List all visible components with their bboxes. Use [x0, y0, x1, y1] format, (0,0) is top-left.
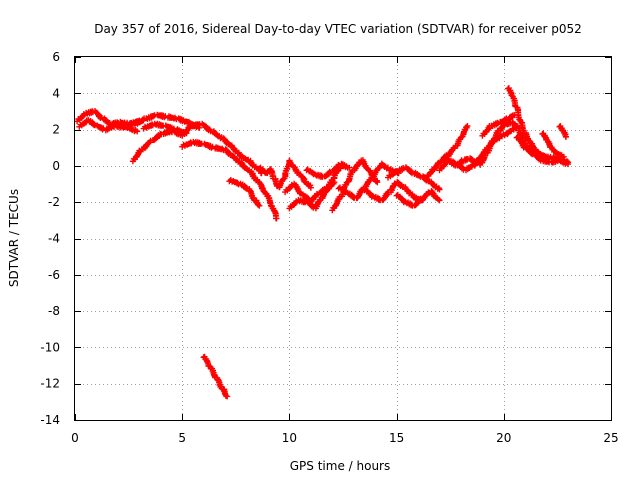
plot-frame	[74, 56, 612, 421]
series-arc-21	[436, 123, 520, 174]
x-tick-label: 10	[282, 431, 297, 445]
y-tick-label: -6	[48, 268, 60, 282]
data-point-marks	[140, 120, 190, 137]
x-tick-label: 25	[603, 431, 618, 445]
series-arc-18	[393, 188, 443, 209]
series-arc-6	[179, 120, 265, 177]
series-arc-26	[539, 130, 567, 161]
y-axis-label: SDTVAR / TECUs	[7, 189, 21, 287]
data-point-marks	[303, 160, 353, 180]
data-point-marks	[179, 120, 265, 177]
x-axis-tick-labels: 0 5 10 15 20 25	[71, 431, 618, 445]
data-point-marks	[286, 179, 338, 212]
data-point-marks	[179, 138, 280, 222]
y-tick-label: 4	[52, 86, 60, 100]
series-arc-16	[361, 178, 426, 204]
series-arc-12	[286, 179, 338, 212]
data-point-marks	[539, 130, 567, 161]
y-tick-label: -8	[48, 304, 60, 318]
y-tick-label: -4	[48, 232, 60, 246]
x-tick-label: 15	[389, 431, 404, 445]
y-tick-label: -14	[40, 413, 60, 427]
series-arc-7	[179, 138, 280, 222]
x-axis-label: GPS time / hours	[290, 459, 391, 473]
data-point-marks	[513, 134, 572, 168]
series-arc-9	[200, 353, 231, 400]
y-axis-tick-labels: 6 4 2 0 -2 -4 -6 -8 -10 -12 -14	[40, 50, 60, 427]
y-tick-label: 0	[52, 159, 60, 173]
series-arc-5	[129, 128, 186, 165]
chart-title: Day 357 of 2016, Sidereal Day-to-day VTE…	[94, 22, 582, 36]
data-point-marks	[393, 188, 443, 209]
x-tick-label: 20	[496, 431, 511, 445]
y-tick-label: 6	[52, 50, 60, 64]
y-tick-label: -2	[48, 195, 60, 209]
data-point-marks	[226, 177, 263, 209]
series-arc-8	[226, 177, 263, 209]
series-arc-4	[140, 120, 190, 137]
data-point-marks	[256, 157, 314, 191]
data-point-marks	[129, 128, 186, 165]
data-point-marks	[200, 353, 231, 400]
y-tick-label: -10	[40, 340, 60, 354]
series-arc-10	[256, 157, 314, 191]
axis-ticks	[75, 57, 612, 421]
data-point-marks	[479, 112, 518, 139]
x-tick-label: 0	[71, 431, 79, 445]
series-arc-23	[479, 112, 518, 139]
y-tick-label: 2	[52, 123, 60, 137]
grid-lines	[75, 57, 611, 420]
series-arc-13	[303, 160, 353, 180]
data-point-marks	[361, 178, 426, 204]
series-arc-25	[513, 134, 572, 168]
data-point-marks	[556, 123, 569, 140]
x-tick-label: 5	[178, 431, 186, 445]
series-arc-2	[76, 117, 141, 135]
data-points	[74, 85, 572, 400]
series-arc-27	[556, 123, 569, 140]
data-point-marks	[436, 123, 520, 174]
y-tick-label: -12	[40, 377, 60, 391]
data-point-marks	[76, 117, 141, 135]
